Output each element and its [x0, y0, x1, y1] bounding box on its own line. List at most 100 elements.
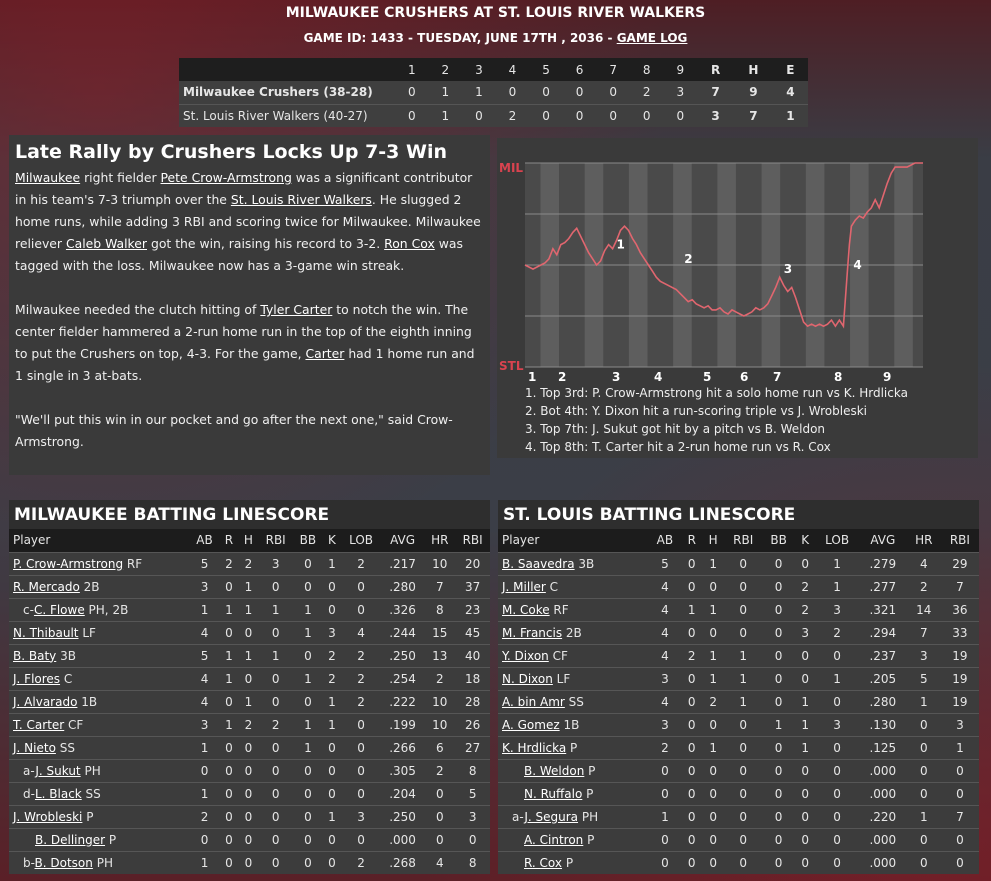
mil-col-player: Player	[13, 533, 51, 548]
stat-r: 0	[681, 781, 703, 805]
stat-k: 0	[795, 551, 816, 575]
sub-prefix: a-	[23, 763, 36, 778]
player-link[interactable]: B. Saavedra	[502, 556, 575, 571]
stat-lob: 0	[341, 597, 381, 621]
player-link[interactable]: M. Coke	[502, 602, 550, 617]
game-story: Late Rally by Crushers Locks Up 7-3 Win …	[9, 135, 490, 475]
stat-lob: 0	[341, 781, 381, 805]
player-link[interactable]: N. Dixon	[502, 671, 553, 686]
batting-player-cell: J. Alvarado 1B	[9, 689, 190, 713]
player-link[interactable]: J. Wrobleski	[13, 809, 83, 824]
player-link[interactable]: N. Thibault	[13, 625, 79, 640]
stat-season-rbi: 23	[455, 597, 490, 621]
stat-avg: .254	[380, 666, 425, 690]
stat-h: 0	[702, 804, 725, 828]
stat-hr: 14	[906, 597, 941, 621]
batting-row: N. Ruffalo P 0 0 0 0 0 0 0.000 0 0	[498, 781, 979, 805]
player-link[interactable]: B. Weldon	[524, 763, 585, 778]
story-link[interactable]: Milwaukee	[15, 170, 81, 185]
batting-player-cell: J. Flores C	[9, 666, 190, 690]
stat-bb: 0	[762, 597, 796, 621]
story-link[interactable]: Caleb Walker	[65, 236, 148, 251]
linescore-col-5: 5	[542, 62, 550, 77]
key-play-marker: 1	[617, 238, 625, 252]
batting-player-cell: N. Ruffalo P	[498, 781, 649, 805]
stat-season-rbi: 7	[940, 574, 979, 598]
stat-bb: 0	[762, 735, 796, 759]
player-link[interactable]: C. Flowe	[33, 602, 85, 617]
stat-season-rbi: 33	[940, 620, 979, 644]
stat-bb: 0	[292, 689, 323, 713]
player-link[interactable]: A. Cintron	[524, 832, 584, 847]
player-link[interactable]: Y. Dixon	[502, 648, 549, 663]
player-link[interactable]: K. Hrdlicka	[502, 740, 567, 755]
inning-tick-label: 9	[883, 370, 891, 384]
stat-hr: 4	[424, 850, 456, 874]
stat-ab: 1	[189, 781, 220, 805]
stat-rbi: 0	[258, 758, 293, 782]
player-link[interactable]: A. bin Amr	[502, 694, 565, 709]
story-link[interactable]: Pete Crow-Armstrong	[160, 170, 292, 185]
stat-k: 0	[322, 850, 342, 874]
win-probability-line	[524, 162, 923, 329]
stat-rbi: 1	[724, 643, 763, 667]
stat-avg: .204	[380, 781, 425, 805]
player-position: SS	[564, 694, 584, 709]
stat-avg: .000	[858, 781, 907, 805]
stat-r: 2	[219, 551, 239, 575]
mil-col-ab: AB	[196, 533, 213, 548]
stat-season-rbi: 0	[455, 827, 490, 851]
stat-k: 1	[322, 551, 342, 575]
player-link[interactable]: J. Segura	[524, 809, 579, 824]
inning-tick-label: 3	[612, 370, 620, 384]
player-link[interactable]: R. Cox	[524, 855, 562, 870]
player-link[interactable]: N. Ruffalo	[524, 786, 583, 801]
stat-avg: .000	[380, 827, 425, 851]
stlouis-batting-title: ST. LOUIS BATTING LINESCORE	[498, 500, 979, 529]
player-link[interactable]: A. Gomez	[502, 717, 560, 732]
player-link[interactable]: T. Carter	[13, 717, 65, 732]
stat-rbi: 0	[724, 551, 763, 575]
batting-row: B. Weldon P 0 0 0 0 0 0 0.000 0 0	[498, 758, 979, 782]
player-position: P	[583, 832, 595, 847]
player-link[interactable]: L. Black	[34, 786, 82, 801]
player-link[interactable]: J. Sukut	[35, 763, 81, 778]
story-link[interactable]: Carter	[305, 346, 345, 361]
linescore-col-2: 2	[441, 62, 450, 77]
linescore-team-name: Milwaukee Crushers (38-28)	[183, 85, 373, 100]
stat-ab: 4	[189, 620, 220, 644]
batting-player-cell: J. Wrobleski P	[9, 804, 190, 828]
player-link[interactable]: B. Dotson	[34, 855, 93, 870]
stat-hr: 2	[424, 758, 456, 782]
player-position: 1B	[77, 694, 98, 709]
linescore-inning-runs: 0	[508, 85, 517, 100]
stl-col-bb: BB	[770, 533, 787, 548]
stat-bb: 0	[762, 643, 796, 667]
player-link[interactable]: J. Flores	[13, 671, 61, 686]
mil-col-hr: HR	[431, 533, 449, 548]
key-plays-list: 1. Top 3rd: P. Crow-Armstrong hit a solo…	[525, 384, 908, 456]
story-link[interactable]: Tyler Carter	[260, 302, 333, 317]
player-link[interactable]: R. Mercado	[13, 579, 80, 594]
stat-season-rbi: 3	[455, 804, 490, 828]
stat-k: 3	[322, 620, 342, 644]
player-link[interactable]: M. Francis	[502, 625, 563, 640]
stat-season-rbi: 5	[455, 781, 490, 805]
stat-rbi: 0	[724, 597, 763, 621]
stat-bb: 1	[762, 712, 796, 736]
stat-rbi: 0	[258, 804, 293, 828]
stat-lob: 0	[815, 804, 859, 828]
story-link[interactable]: Ron Cox	[384, 236, 435, 251]
batting-row: B. Saavedra 3B 5 0 1 0 0 0 1.279 4 29	[498, 551, 979, 575]
player-link[interactable]: B. Baty	[13, 648, 57, 663]
batting-player-cell: B. Baty 3B	[9, 643, 190, 667]
stat-season-rbi: 27	[455, 735, 490, 759]
player-link[interactable]: B. Dellinger	[35, 832, 106, 847]
player-link[interactable]: J. Alvarado	[13, 694, 78, 709]
player-link[interactable]: P. Crow-Armstrong	[13, 556, 124, 571]
game-log-link[interactable]: GAME LOG	[616, 31, 688, 45]
story-link[interactable]: St. Louis River Walkers	[230, 192, 372, 207]
player-link[interactable]: J. Miller	[502, 579, 546, 594]
milwaukee-batting-header-row: Player AB R H RBI BB K LOB AVG HR RBI	[9, 529, 490, 552]
player-link[interactable]: J. Nieto	[13, 740, 56, 755]
